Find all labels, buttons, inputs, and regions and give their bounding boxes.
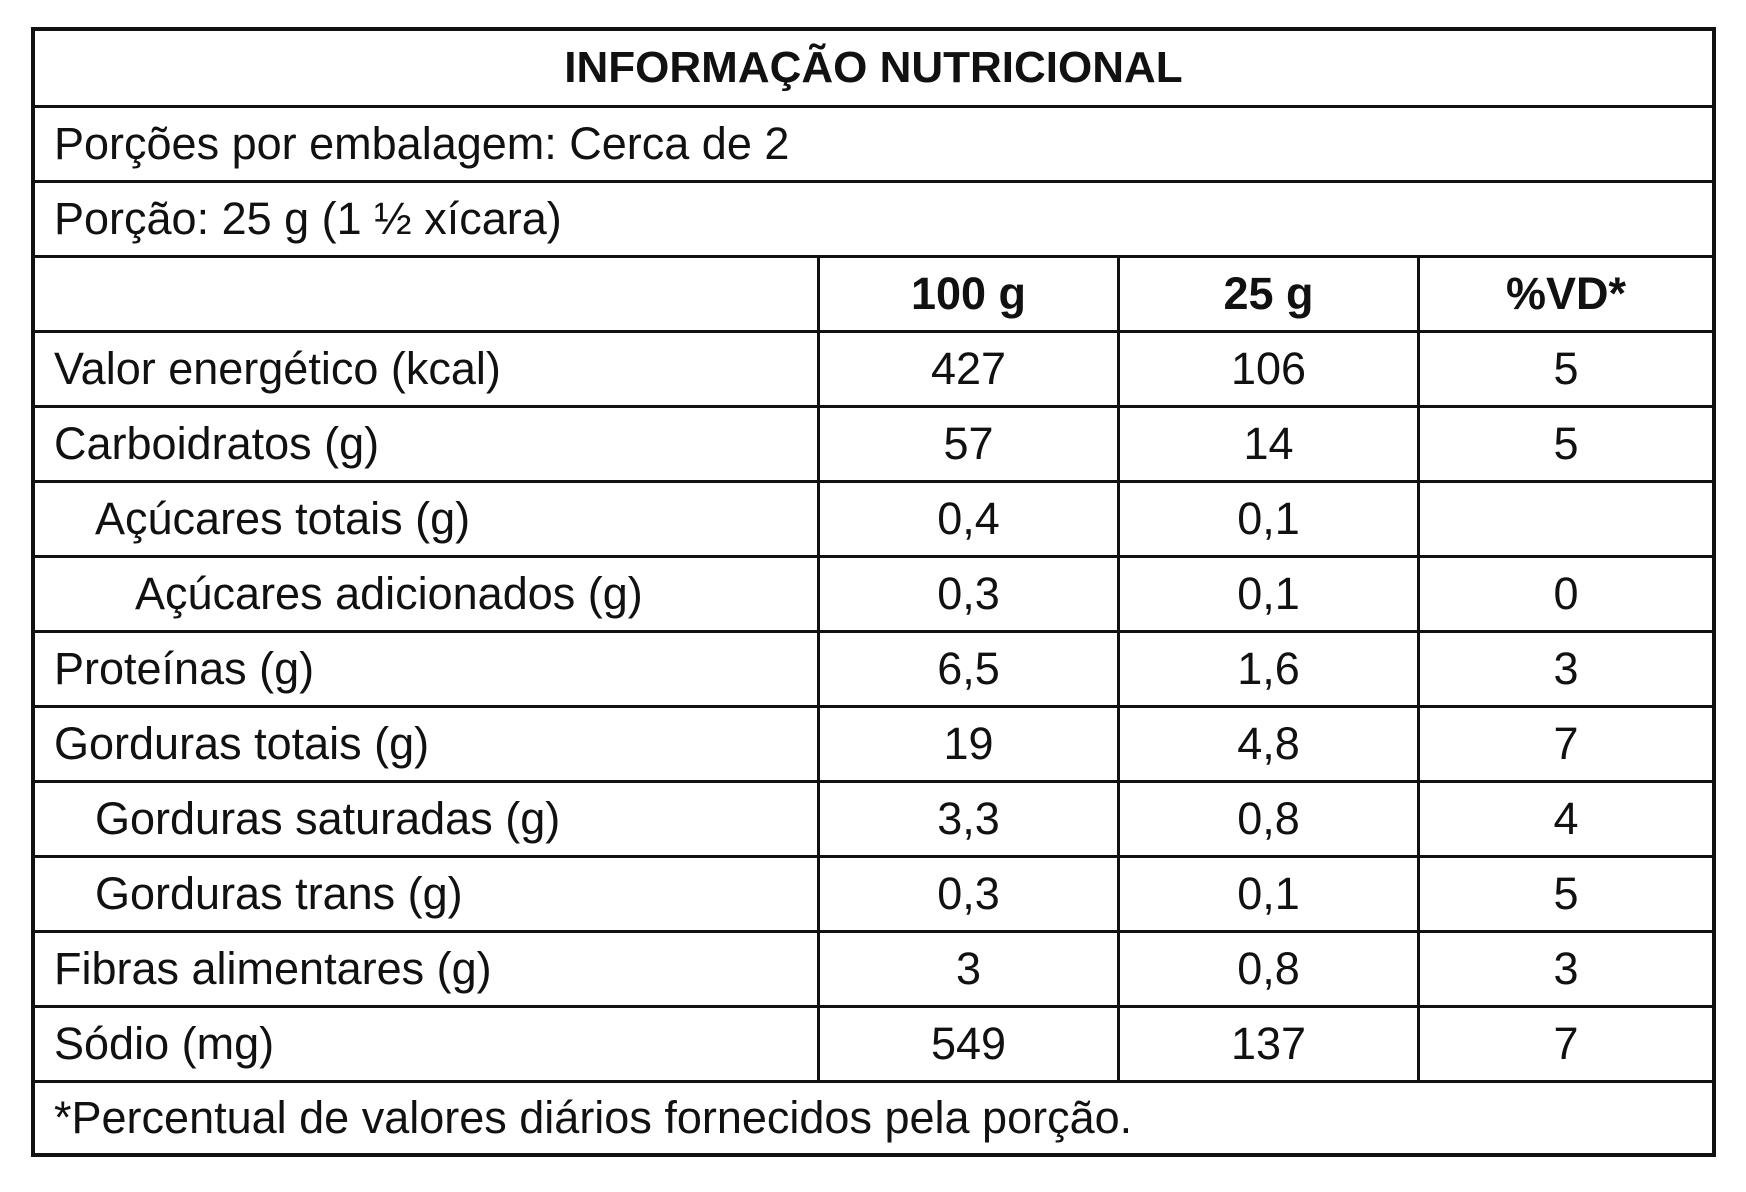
value-daily: 7 [1553,1018,1579,1069]
value-daily: 5 [1553,418,1579,469]
value-per-100g: 0,4 [820,483,1120,555]
header-daily-value: %VD* [1505,268,1627,319]
value-per-100g: 0,3 [820,558,1120,630]
value-daily: 3 [1553,643,1579,694]
table-row: Gorduras totais (g) 19 4,8 7 [35,708,1712,783]
table-row: Gorduras trans (g) 0,3 0,1 5 [35,858,1712,933]
table-row: Sódio (mg) 549 137 7 [35,1008,1712,1083]
column-header-row: 100 g 25 g %VD* [35,258,1712,333]
header-per-100g: 100 g [820,258,1120,330]
table-row: Fibras alimentares (g) 3 0,8 3 [35,933,1712,1008]
value-per-serving: 1,6 [1120,633,1420,705]
table-row: Proteínas (g) 6,5 1,6 3 [35,633,1712,708]
value-daily: 5 [1553,343,1579,394]
table-row: Açúcares adicionados (g) 0,3 0,1 0 [35,558,1712,633]
value-per-100g: 3 [820,933,1120,1005]
nutrient-name: Fibras alimentares (g) [35,933,820,1005]
value-daily: 0 [1553,568,1579,619]
nutrient-name: Carboidratos (g) [35,408,820,480]
table-row: Açúcares totais (g) 0,4 0,1 [35,483,1712,558]
table-row: Gorduras saturadas (g) 3,3 0,8 4 [35,783,1712,858]
nutrient-name: Gorduras totais (g) [35,708,820,780]
nutrient-name: Sódio (mg) [35,1008,820,1080]
nutrition-facts-table: INFORMAÇÃO NUTRICIONAL Porções por embal… [31,27,1716,1157]
value-per-100g: 0,3 [820,858,1120,930]
value-per-serving: 106 [1120,333,1420,405]
nutrient-name: Gorduras trans (g) [35,858,820,930]
table-title: INFORMAÇÃO NUTRICIONAL [35,31,1712,108]
nutrient-name: Açúcares totais (g) [35,483,820,555]
value-daily: 5 [1553,868,1579,919]
value-daily: 3 [1553,943,1579,994]
value-per-serving: 137 [1120,1008,1420,1080]
nutrient-name: Valor energético (kcal) [35,333,820,405]
value-per-serving: 0,8 [1120,933,1420,1005]
serving-size: Porção: 25 g (1 ½ xícara) [35,183,1712,258]
value-per-serving: 4,8 [1120,708,1420,780]
value-per-serving: 0,1 [1120,558,1420,630]
table-row: Carboidratos (g) 57 14 5 [35,408,1712,483]
value-per-serving: 0,8 [1120,783,1420,855]
value-per-100g: 57 [820,408,1120,480]
header-blank-cell [35,258,820,330]
value-daily: 4 [1553,793,1579,844]
value-per-serving: 0,1 [1120,858,1420,930]
value-per-serving: 0,1 [1120,483,1420,555]
footnote: *Percentual de valores diários fornecido… [54,1092,1133,1143]
value-per-100g: 3,3 [820,783,1120,855]
servings-per-package: Porções por embalagem: Cerca de 2 [35,108,1712,183]
value-per-100g: 6,5 [820,633,1120,705]
value-per-serving: 14 [1120,408,1420,480]
nutrient-name: Proteínas (g) [35,633,820,705]
table-row: Valor energético (kcal) 427 106 5 [35,333,1712,408]
value-per-100g: 19 [820,708,1120,780]
header-per-serving: 25 g [1120,258,1420,330]
nutrient-name: Gorduras saturadas (g) [35,783,820,855]
value-daily [1420,483,1712,555]
value-per-100g: 549 [820,1008,1120,1080]
value-per-100g: 427 [820,333,1120,405]
nutrient-name: Açúcares adicionados (g) [35,558,820,630]
value-daily: 7 [1553,718,1579,769]
